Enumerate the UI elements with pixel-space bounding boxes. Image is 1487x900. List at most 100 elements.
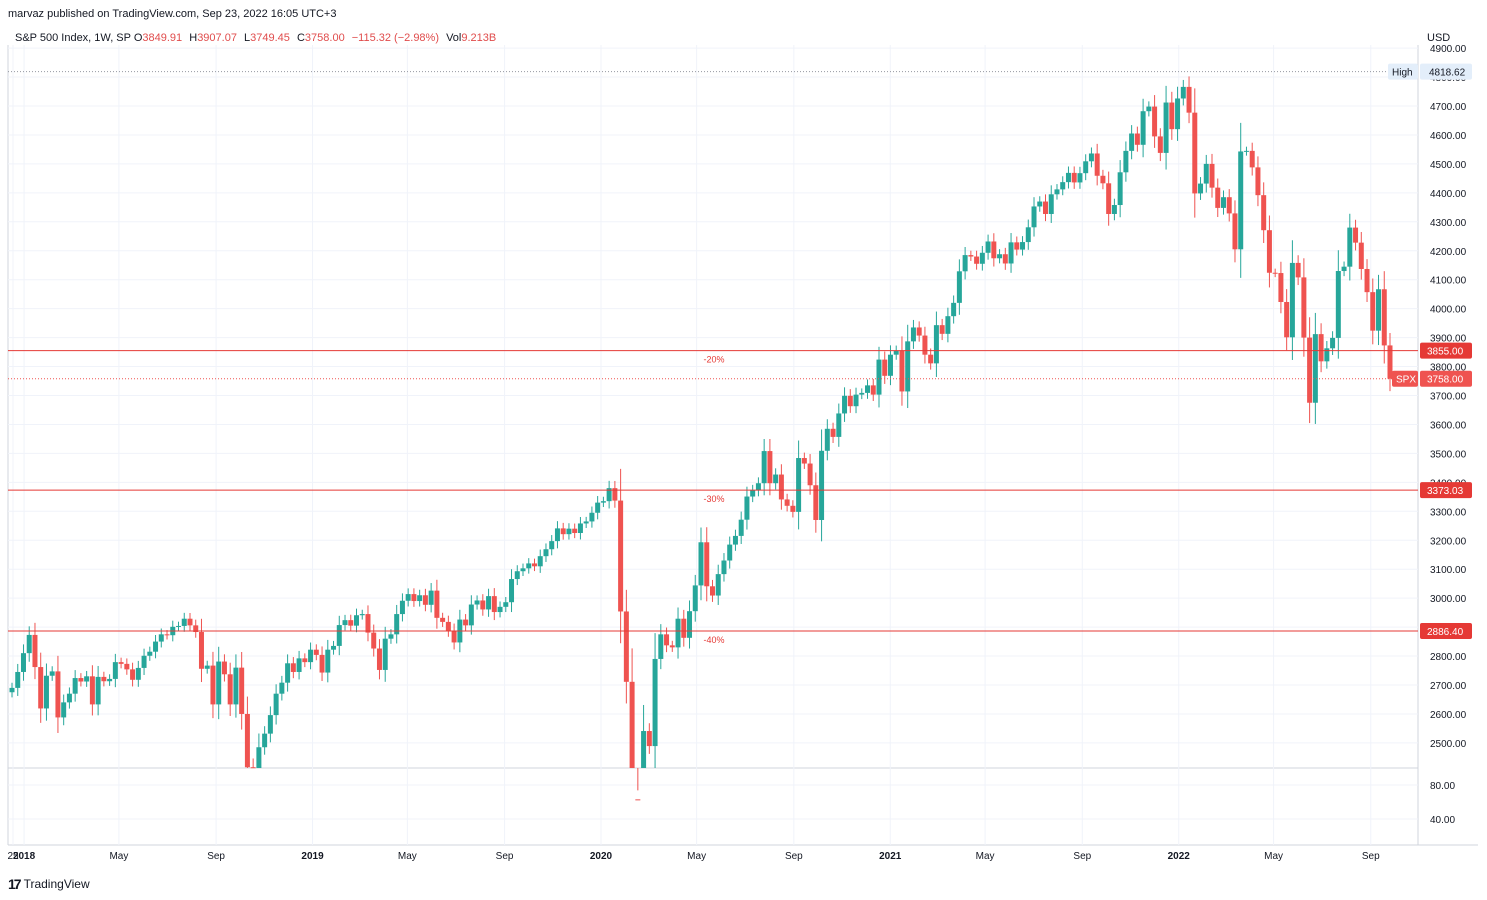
vol-value: 9.213B [461,32,497,44]
candle-body [755,483,761,491]
y-tick-label: 3100.00 [1430,565,1467,576]
candle [9,682,15,698]
candle-body [905,341,911,392]
candle-body [20,653,26,672]
candle [1037,196,1043,212]
candle-body [451,630,457,643]
level-price-badge [1420,623,1472,640]
candle [503,596,509,613]
candle-body [572,528,578,534]
x-tick-label: 2020 [590,851,613,862]
candle [273,684,279,725]
candle-body [761,451,767,484]
candle-body [1077,173,1083,183]
x-tick-label: Sep [1073,851,1091,862]
candle [1180,79,1186,106]
candle [807,454,813,495]
x-tick-label: 25 [7,851,19,862]
candle [1020,236,1026,256]
candle [440,612,446,627]
candle [652,633,658,768]
candle-body [847,395,853,407]
candle [1071,166,1077,189]
candle-body [1203,163,1209,184]
candle [181,612,187,632]
candle [285,654,291,692]
candle [853,387,859,414]
candle [727,536,733,569]
candle-body [26,634,32,654]
candle [784,493,790,512]
candle-body [951,302,957,317]
candle-body [1295,262,1301,278]
candle [1330,331,1336,355]
tradingview-footer: 17 TradingView [8,876,90,892]
candle [486,588,492,617]
candle [928,348,934,370]
candle [819,429,825,542]
candle [1209,153,1215,198]
candle [1186,76,1192,124]
candle [302,653,308,668]
candle [893,345,899,360]
candle [354,608,359,633]
candle-body [784,499,790,506]
candle-body [1209,163,1215,188]
x-tick-label: May [1264,851,1283,862]
candle [250,758,256,769]
candle [216,646,222,720]
candle-body [216,661,222,705]
candle [118,657,124,669]
candle-body [732,535,738,545]
level-price-label: 3373.03 [1427,486,1464,497]
candle [698,527,704,601]
candle-body [509,579,515,603]
candle-body [819,450,825,520]
candle [824,419,830,461]
candle-body [537,556,543,567]
candle-body [543,549,549,557]
candle [704,527,710,602]
candle [359,609,365,620]
candle [256,733,262,768]
candle-body [773,474,779,484]
candle-body [405,594,411,601]
candle [491,588,497,621]
candle-body [956,271,962,303]
candle [1088,147,1094,168]
candle [95,665,101,716]
candle-body [876,359,882,395]
candle-body [388,634,394,639]
candle [1289,240,1295,360]
candle-body [1111,205,1117,214]
y-tick-label: 4700.00 [1430,102,1467,113]
candle [290,657,296,679]
candle [1295,255,1301,286]
y-tick-label: 4900.00 [1430,44,1467,55]
candle-body [1106,183,1112,214]
candle [1278,261,1284,314]
volume-tick-label: 80.00 [1430,781,1455,792]
candle-body [991,241,997,259]
candle-body [1083,161,1089,174]
candle-body [411,594,417,602]
candle-body [319,654,325,673]
drawdown-level-annotation: -40% [703,635,724,645]
candle [675,607,681,659]
candle-body [181,618,187,626]
candle-body [801,458,807,464]
candle-body [221,661,227,675]
candle-body [112,662,118,679]
candle [1335,250,1341,359]
candle-body [566,528,572,535]
candle [1123,141,1129,182]
candle-body [1289,262,1295,338]
y-tick-label: 3000.00 [1430,594,1467,605]
candle-body [790,505,796,512]
candle-body [945,316,951,334]
candle-body [1100,175,1106,184]
candle [43,663,49,721]
candle [101,671,107,687]
candle-body [1238,151,1244,250]
